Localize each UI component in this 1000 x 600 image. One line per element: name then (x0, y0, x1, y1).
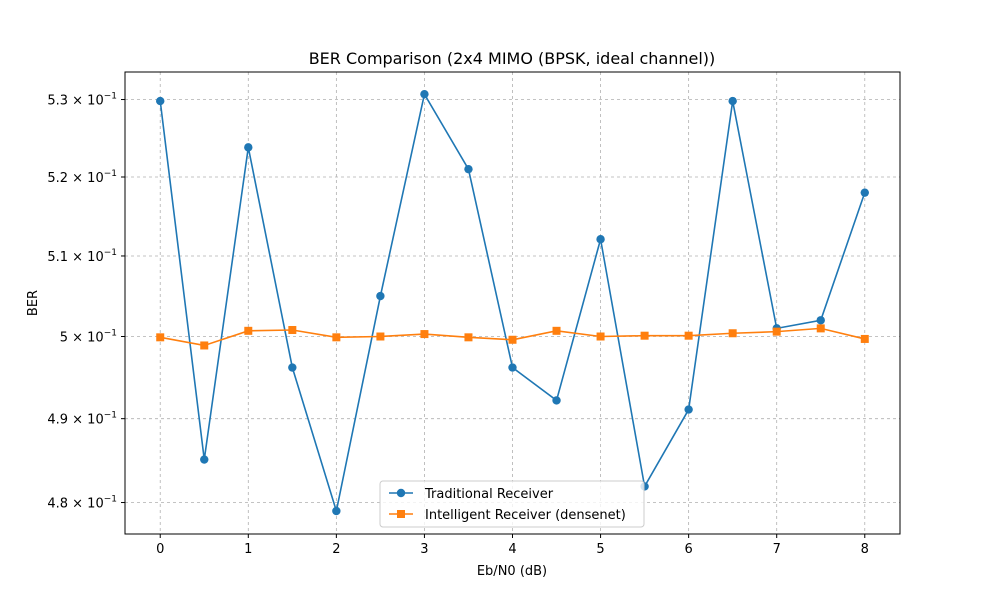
data-point (860, 188, 869, 197)
data-point (332, 333, 341, 342)
legend-label: Intelligent Receiver (densenet) (425, 508, 626, 523)
data-point (684, 331, 693, 340)
x-tick-label: 5 (596, 542, 604, 557)
data-point (376, 291, 385, 301)
y-tick-label: 5 × 10−1 (60, 329, 117, 346)
y-tick-label: 4.8 × 10−1 (47, 495, 117, 512)
data-point (508, 335, 517, 344)
data-point (684, 405, 693, 414)
data-point (200, 455, 209, 464)
x-tick-label: 6 (684, 542, 692, 557)
grid (125, 72, 900, 534)
y-tick-label: 4.9 × 10−1 (47, 411, 117, 428)
data-point (816, 324, 825, 333)
data-point (464, 164, 473, 174)
data-point (596, 332, 605, 341)
data-point (376, 332, 385, 341)
x-tick-label: 3 (420, 542, 428, 557)
data-point (596, 235, 605, 244)
y-tick-label: 5.1 × 10−1 (47, 248, 117, 265)
data-point (288, 363, 297, 372)
data-point (640, 331, 649, 340)
data-point (464, 333, 473, 342)
x-tick-label: 2 (332, 542, 340, 557)
data-point (860, 334, 869, 343)
data-point (728, 329, 737, 338)
legend-marker (397, 510, 405, 518)
x-tick-label: 8 (861, 542, 869, 557)
data-point (244, 143, 253, 152)
x-tick-label: 1 (244, 542, 252, 557)
plot-series (156, 89, 869, 516)
data-point (552, 326, 561, 335)
data-point (552, 396, 561, 405)
legend-box (379, 480, 645, 528)
data-point (332, 506, 341, 516)
x-axis: 0 1 2 3 4 5 6 7 8 (156, 534, 869, 557)
data-point (156, 96, 165, 106)
data-point (288, 326, 297, 335)
x-axis-title: Eb/N0 (dB) (477, 564, 547, 579)
legend-marker (396, 488, 406, 498)
data-point (420, 89, 429, 99)
y-tick-label: 5.2 × 10−1 (47, 169, 117, 186)
data-point (244, 326, 253, 335)
y-tick-label: 5.3 × 10−1 (47, 92, 117, 109)
y-axis: 4.8 × 10−1 4.9 × 10−1 5 × 10−1 5.1 × 10−1 5.… (47, 92, 125, 512)
series-group (156, 89, 869, 516)
data-point (772, 327, 781, 336)
data-point (420, 330, 429, 339)
data-point (508, 363, 517, 372)
y-axis-title: BER (26, 290, 41, 316)
data-point (816, 316, 825, 325)
x-tick-label: 0 (156, 542, 164, 557)
series-group (156, 324, 869, 350)
x-tick-label: 7 (773, 542, 781, 557)
data-point (200, 341, 209, 350)
x-tick-label: 4 (508, 542, 516, 557)
legend-label: Traditional Receiver (424, 487, 554, 502)
data-point (728, 96, 737, 106)
chart-title: BER Comparison (2x4 MIMO (BPSK, ideal ch… (309, 49, 716, 68)
legend: Traditional Receiver Intelligent Receiver… (379, 480, 645, 528)
data-point (156, 333, 165, 342)
